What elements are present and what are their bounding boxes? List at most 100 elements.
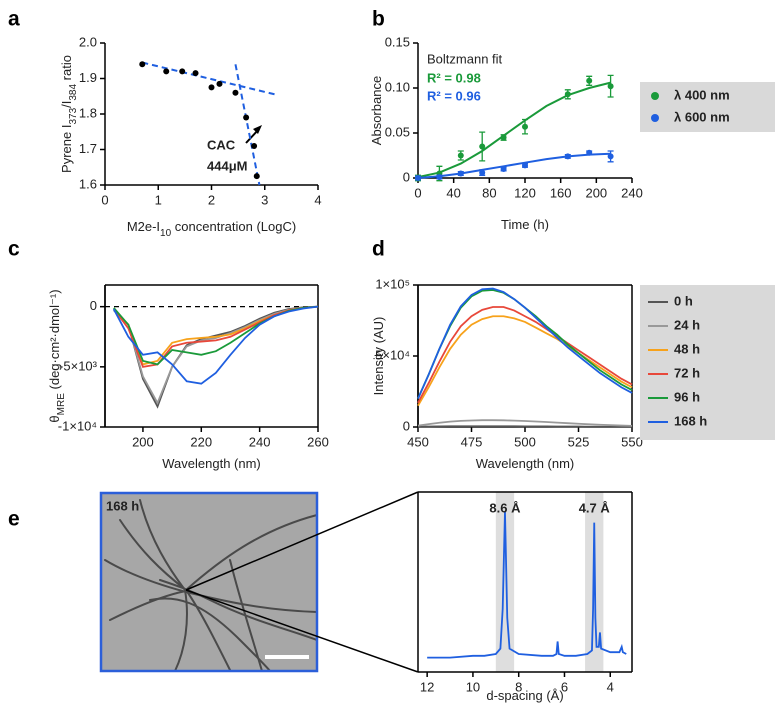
legend-label: 168 h	[674, 413, 707, 428]
zoom-line	[185, 491, 419, 591]
y-tick-label: 1.8	[79, 105, 97, 120]
fit-line	[417, 81, 611, 179]
data-point	[500, 166, 507, 172]
micrograph-frame	[99, 491, 319, 673]
x-tick-label: 160	[550, 185, 572, 200]
data-point	[564, 153, 571, 160]
y-tick-label: 0.15	[385, 34, 410, 49]
chart-c: 200 220 240 260 -1×10⁴ -5×10³ 0	[58, 284, 329, 449]
data-point	[163, 68, 170, 75]
y-axis-label-part: θ	[47, 415, 62, 422]
y-axis-label: Intensity (AU)	[371, 317, 386, 396]
y-axis-label-part: Absorbance	[369, 76, 384, 145]
legend-label: 72 h	[674, 365, 700, 380]
x-axis-label: M2e-I10 concentration (LogC)	[127, 219, 296, 239]
data-point	[500, 134, 507, 141]
data-point	[216, 80, 223, 87]
peak-label: 8.6 Å	[489, 500, 521, 515]
y-tick-label: -1×10⁴	[58, 418, 97, 433]
y-tick-label: 1.9	[79, 70, 97, 85]
data-point	[522, 123, 528, 130]
y-tick-label: 0.05	[385, 124, 410, 139]
data-point	[564, 91, 571, 98]
data-point	[522, 162, 528, 169]
panel-label: a	[8, 8, 20, 31]
y-tick-label: 0	[403, 169, 410, 184]
y-axis-label-part: /I	[59, 101, 74, 108]
y-tick-label: 0	[403, 418, 410, 433]
x-tick-label: 550	[621, 434, 643, 449]
x-axis-label: Time (h)	[501, 217, 549, 232]
x-tick-label: 0	[101, 192, 108, 207]
series-line	[417, 419, 633, 427]
y-tick-label: 1.7	[79, 141, 97, 156]
panel-label: c	[8, 238, 20, 261]
y-tick-label: 0	[90, 298, 97, 313]
data-point	[232, 89, 239, 96]
data-point	[607, 153, 614, 160]
x-tick-label: 8	[515, 679, 522, 694]
series-line	[417, 306, 633, 404]
x-axis-label-part: 10	[160, 228, 172, 239]
data-point	[479, 169, 486, 176]
image-label: 168 h	[106, 498, 139, 513]
series-line	[427, 511, 627, 659]
data-point	[251, 142, 258, 149]
x-tick-label: 500	[514, 434, 536, 449]
panel-label: e	[8, 508, 20, 531]
annotation: CAC	[207, 137, 236, 152]
data-point	[586, 77, 593, 84]
legend-marker	[651, 114, 659, 122]
data-point	[457, 170, 464, 177]
legend-box	[640, 82, 775, 132]
x-tick-label: 200	[585, 185, 607, 200]
legend-label: 0 h	[674, 293, 693, 308]
data-point	[415, 175, 421, 181]
x-tick-label: 475	[461, 434, 483, 449]
annotation: R² = 0.96	[427, 88, 481, 103]
legend-label: λ 600 nm	[674, 109, 730, 124]
x-tick-label: 240	[249, 434, 271, 449]
micrograph-background	[101, 493, 317, 671]
y-tick-label: 1×10⁵	[375, 276, 410, 291]
x-tick-label: 10	[466, 679, 480, 694]
annotation: 444μM	[207, 158, 247, 173]
x-tick-label: 80	[482, 185, 496, 200]
data-point	[586, 149, 593, 156]
panel-label: b	[372, 8, 385, 31]
y-axis-label-part: Intensity (AU)	[371, 317, 386, 396]
series-line	[417, 289, 633, 399]
fit-line	[234, 64, 261, 186]
x-axis-label: Wavelength (nm)	[162, 456, 261, 471]
x-tick-label: 120	[514, 185, 536, 200]
legend-box	[640, 285, 775, 440]
data-point	[208, 84, 215, 91]
chart-b: 0 40 80 120 160 200 240 0 0.05 0.10 0.15 λ 400 nm λ …	[385, 34, 775, 200]
x-axis-label-part: concentration (LogC)	[171, 219, 296, 234]
x-tick-label: 450	[407, 434, 429, 449]
x-tick-label: 40	[446, 185, 460, 200]
legend-label: λ 400 nm	[674, 87, 730, 102]
x-axis-label: Wavelength (nm)	[476, 456, 575, 471]
series-line	[112, 305, 319, 385]
data-point	[192, 70, 199, 77]
series-line	[113, 305, 319, 409]
chart-d: 450 475 500 525 550 0 5×10⁴ 1×10⁵ 0 h 24 h 48 h 72 …	[375, 276, 775, 449]
x-axis-label-part: Time (h)	[501, 217, 549, 232]
micrograph	[99, 491, 419, 673]
y-axis-label: Absorbance	[369, 76, 384, 145]
x-axis-label-part: Wavelength (nm)	[476, 456, 575, 471]
data-point	[243, 114, 250, 121]
x-tick-label: 240	[621, 185, 643, 200]
annotation: R² = 0.98	[427, 70, 481, 85]
legend-label: 96 h	[674, 389, 700, 404]
y-axis-label-part: ratio	[59, 55, 74, 84]
data-point	[457, 152, 464, 159]
annotation: Boltzmann fit	[427, 51, 503, 66]
peak-label: 4.7 Å	[579, 500, 611, 515]
x-tick-label: 12	[420, 679, 434, 694]
data-point	[607, 83, 614, 90]
